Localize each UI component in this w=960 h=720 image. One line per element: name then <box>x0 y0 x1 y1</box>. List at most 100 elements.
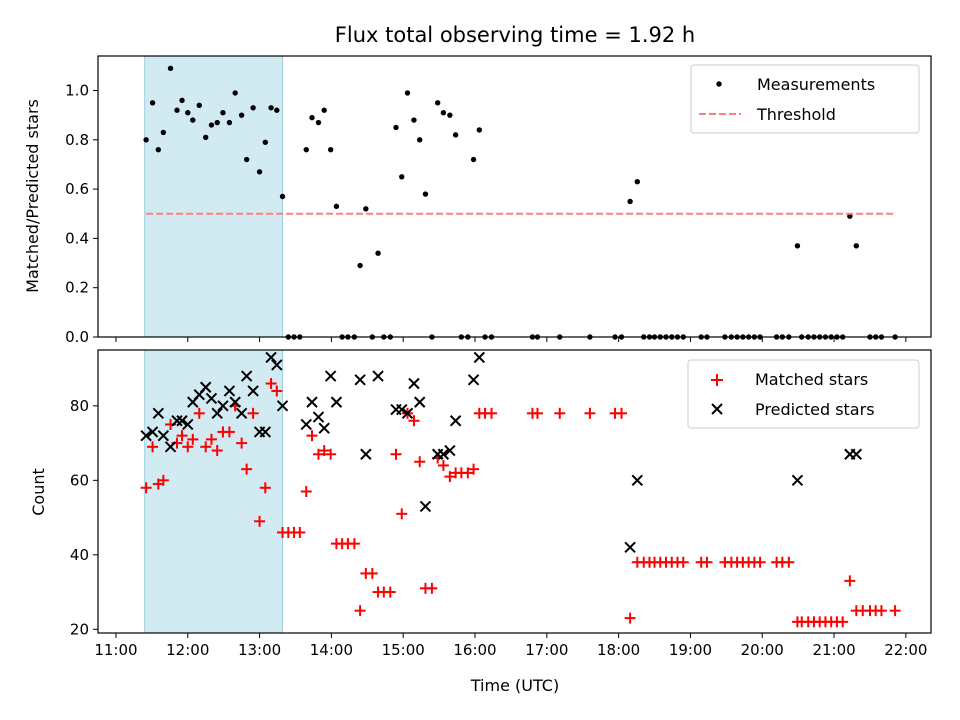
measurement-point <box>262 139 269 145</box>
measurement-point <box>155 146 162 153</box>
x-tick-label: 12:00 <box>166 641 209 659</box>
legend-matched-label: Matched stars <box>755 370 868 389</box>
matched-star-point <box>462 467 474 479</box>
matched-star-point <box>187 433 199 445</box>
matched-star-point <box>176 430 188 442</box>
measurement-point <box>794 243 801 249</box>
top-y-tick-label: 1.0 <box>65 82 89 100</box>
x-tick-label: 22:00 <box>884 641 927 659</box>
top-y-axis-label: Matched/Predicted stars <box>23 99 42 293</box>
matched-star-point <box>241 463 253 475</box>
predicted-star-point <box>631 474 644 487</box>
measurement-point <box>220 109 226 116</box>
measurement-point <box>399 174 405 180</box>
measurement-point <box>174 107 180 113</box>
predicted-star-point <box>437 448 450 460</box>
measurement-point <box>160 129 167 136</box>
x-tick-label: 16:00 <box>453 641 496 659</box>
bottom-y-tick-label: 40 <box>70 546 89 564</box>
matched-star-point <box>414 456 426 468</box>
x-tick-label: 11:00 <box>94 641 137 659</box>
predicted-star-point <box>624 541 636 554</box>
matched-star-point <box>624 612 636 624</box>
predicted-star-point <box>265 351 277 364</box>
x-tick-label: 21:00 <box>812 641 855 659</box>
matched-star-point <box>157 474 169 486</box>
top-axes-frame <box>97 55 932 338</box>
bottom-y-tick-label: 20 <box>70 620 89 638</box>
top-legend: Measurements Threshold <box>690 64 920 134</box>
measurement-point <box>393 124 399 131</box>
measurement-point <box>321 107 327 113</box>
measurement-point <box>333 203 340 210</box>
predicted-star-point <box>444 444 456 457</box>
matched-star-point <box>182 441 194 453</box>
bottom-axes-frame <box>97 349 932 634</box>
matched-star-point <box>754 556 766 568</box>
predicted-star-point <box>223 385 236 397</box>
measurement-point <box>190 117 196 123</box>
matched-star-point <box>312 448 324 460</box>
legend-measurements-label: Measurements <box>757 75 875 94</box>
matched-star-point <box>318 445 330 457</box>
matched-star-point <box>408 415 420 427</box>
legend-matched-marker <box>711 374 723 386</box>
matched-star-point <box>265 378 277 390</box>
matched-star-point <box>396 508 408 520</box>
matched-star-point <box>200 441 212 453</box>
measurement-point <box>434 100 441 106</box>
predicted-star-point <box>140 429 152 442</box>
measurement-point <box>634 179 640 185</box>
predicted-star-point <box>318 422 330 434</box>
legend-predicted-label: Predicted stars <box>755 400 875 419</box>
measurement-point <box>447 112 453 118</box>
bottom-panel: 20 40 60 80 11:00 12:00 13:00 14:00 15:00 16:00 1… <box>29 349 932 695</box>
matched-star-point <box>844 575 856 587</box>
measurement-point <box>422 191 429 197</box>
matched-star-point <box>468 463 480 475</box>
measurement-point <box>847 213 853 219</box>
matched-star-point <box>306 430 318 442</box>
predicted-star-point <box>408 377 420 390</box>
bottom-y-axis-label: Count <box>29 468 48 516</box>
measurement-point <box>208 122 215 128</box>
bottom-highlight-span <box>144 349 284 634</box>
predicted-star-point <box>396 403 408 416</box>
predicted-star-point <box>235 407 248 420</box>
predicted-star-point <box>850 448 863 460</box>
matched-star-point <box>837 616 849 628</box>
x-tick-label: 15:00 <box>382 641 425 659</box>
predicted-star-point <box>205 392 218 405</box>
measurement-point <box>627 198 633 205</box>
measurement-point <box>226 119 233 126</box>
predicted-star-point <box>324 370 337 382</box>
measurement-point <box>256 169 263 175</box>
top-legend-box <box>690 64 920 134</box>
top-y-tick-label: 0.0 <box>65 328 89 346</box>
measurement-point <box>143 137 149 143</box>
measurement-point <box>357 262 363 269</box>
measurement-point <box>327 146 334 153</box>
measurement-point <box>196 102 202 108</box>
matched-star-point <box>366 567 378 579</box>
measurement-point <box>179 97 185 104</box>
predicted-star-point <box>312 411 325 423</box>
chart-title: Flux total observing time = 1.92 h <box>335 23 695 47</box>
predicted-star-point <box>176 415 188 427</box>
predicted-star-point <box>171 415 183 427</box>
predicted-star-point <box>306 396 318 408</box>
predicted-star-point <box>182 418 194 431</box>
predicted-star-point <box>152 407 165 420</box>
matched-star-point <box>211 445 223 457</box>
measurement-point <box>404 90 411 96</box>
matched-star-point <box>193 407 205 419</box>
measurement-point <box>279 193 286 200</box>
x-tick-label: 18:00 <box>597 641 640 659</box>
measurement-point <box>470 156 477 163</box>
top-panel: 0.0 0.2 0.4 0.6 0.8 1.0 Matched/Predicted sta… <box>23 55 932 346</box>
measurement-point <box>440 109 447 116</box>
measurement-point <box>452 132 459 138</box>
predicted-star-point <box>211 407 223 420</box>
predicted-star-point <box>271 359 283 371</box>
